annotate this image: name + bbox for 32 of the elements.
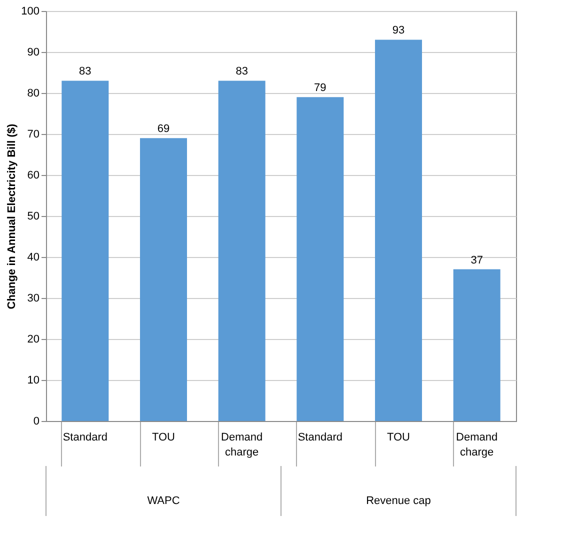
x-tick-label: TOU xyxy=(386,432,410,444)
y-tick-label: 20 xyxy=(27,334,40,346)
x-tick-label: TOU xyxy=(152,432,176,444)
bar xyxy=(453,269,500,421)
data-label: 79 xyxy=(314,82,326,94)
bar xyxy=(375,40,422,421)
y-tick-label: 100 xyxy=(21,6,40,18)
y-tick-label: 90 xyxy=(27,46,40,58)
y-tick-label: 10 xyxy=(27,374,40,386)
text: WAPC xyxy=(147,495,180,507)
bar xyxy=(296,97,344,421)
data-label: 83 xyxy=(79,66,92,78)
data-label: 83 xyxy=(236,66,248,78)
y-tick-label: 80 xyxy=(27,88,40,100)
x-tick-label: Demand charge xyxy=(456,432,498,458)
text: Revenue cap xyxy=(366,495,431,507)
y-tick-label: 60 xyxy=(27,170,40,182)
y-tick-label: 30 xyxy=(27,292,40,304)
data-label: 93 xyxy=(392,24,405,37)
y-tick-label: 40 xyxy=(27,252,40,264)
y-axis-title: Change in Annual Electricity Bill ($) xyxy=(6,123,18,310)
bar xyxy=(218,80,266,421)
x-tick-label: Standard xyxy=(298,432,342,444)
y-tick-label: 50 xyxy=(27,210,40,222)
bar xyxy=(140,138,187,421)
data-label: 69 xyxy=(157,123,170,136)
y-tick-label: 0 xyxy=(33,416,40,428)
data-label: 37 xyxy=(470,254,483,266)
x-tick-label: Standard xyxy=(62,432,108,444)
x-tick-label: Demand charge xyxy=(221,432,263,458)
bar xyxy=(62,80,109,421)
y-tick-label: 70 xyxy=(27,128,40,140)
